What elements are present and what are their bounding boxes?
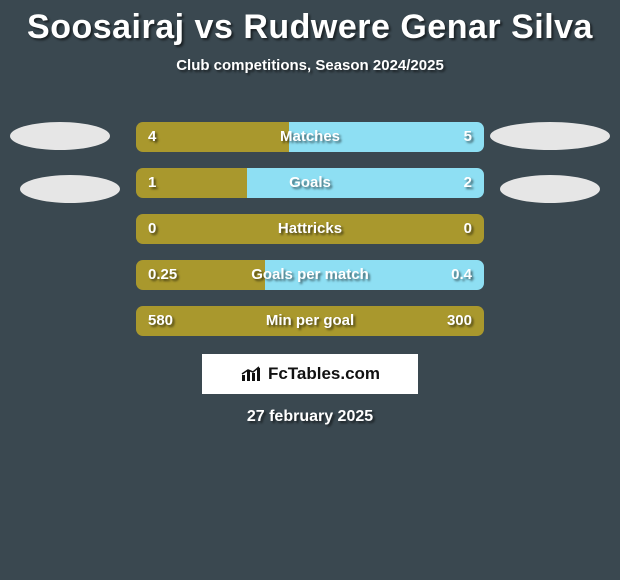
stat-row: 0.250.4Goals per match (136, 260, 484, 290)
stat-label: Matches (136, 122, 484, 152)
stat-label: Hattricks (136, 214, 484, 244)
stat-row: 00Hattricks (136, 214, 484, 244)
player1-avatar-placeholder-top (10, 122, 110, 150)
brand-chart-icon (240, 365, 262, 383)
stat-row: 12Goals (136, 168, 484, 198)
brand-box: FcTables.com (202, 354, 418, 394)
player1-avatar-placeholder-bottom (20, 175, 120, 203)
player1-name: Soosairaj (27, 8, 185, 46)
comparison-title: Soosairaj vs Rudwere Genar Silva (0, 0, 620, 47)
player2-avatar-placeholder-bottom (500, 175, 600, 203)
player2-name: Rudwere Genar Silva (243, 8, 593, 46)
stats-container: 45Matches 12Goals 00Hattricks 0.250.4Goals … (136, 122, 484, 352)
subtitle: Club competitions, Season 2024/2025 (0, 57, 620, 74)
vs-text: vs (195, 8, 234, 46)
stat-label: Goals (136, 168, 484, 198)
stat-label: Goals per match (136, 260, 484, 290)
brand-text: FcTables.com (268, 364, 380, 384)
date: 27 february 2025 (0, 408, 620, 426)
stat-row: 580300Min per goal (136, 306, 484, 336)
stat-label: Min per goal (136, 306, 484, 336)
stat-row: 45Matches (136, 122, 484, 152)
player2-avatar-placeholder-top (490, 122, 610, 150)
